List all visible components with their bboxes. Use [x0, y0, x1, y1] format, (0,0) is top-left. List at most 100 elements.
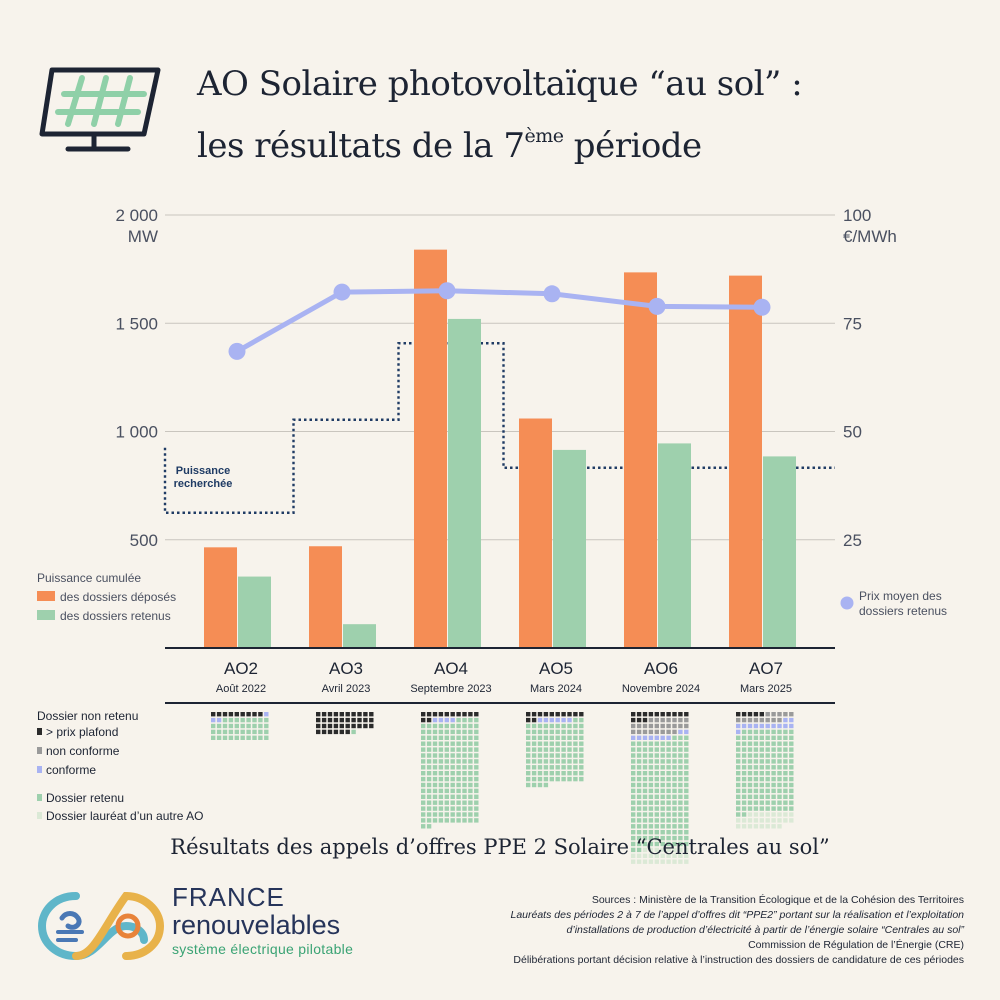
dossier-square-retenu [450, 735, 455, 740]
sought-power-label: recherchée [174, 478, 233, 490]
dossier-square-retenu [631, 765, 636, 770]
dossier-square-retenu [666, 753, 671, 758]
dossier-square-retenu [771, 765, 776, 770]
dossier-square-retenu [526, 782, 531, 788]
dossier-square-conforme [631, 735, 636, 740]
y-axis-unit-left: MW [128, 227, 158, 246]
dossier-square-retenu [526, 753, 531, 758]
dossier-square-autre_ao [660, 859, 665, 864]
dossier-square-retenu [747, 794, 753, 799]
dossier-square-retenu [642, 747, 648, 752]
dossier-square-non_conforme [684, 723, 689, 729]
dossier-square-retenu [567, 723, 572, 729]
dossier-square-autre_ao [631, 859, 636, 864]
dossier-square-retenu [654, 741, 659, 746]
lower-legend-swatch [37, 794, 42, 801]
dossier-square-retenu [549, 771, 554, 776]
dossier-square-retenu [567, 771, 572, 776]
dossier-square-retenu [771, 794, 776, 799]
dossier-square-autre_ao [759, 812, 764, 817]
dossier-square-retenu [456, 759, 461, 764]
dossier-square-retenu [648, 759, 654, 764]
dossier-square-retenu [678, 812, 683, 817]
dossier-square-retenu [654, 759, 659, 764]
dossier-square-non_conforme [771, 717, 776, 723]
dossier-square-retenu [636, 806, 642, 811]
dossier-square-retenu [421, 723, 426, 729]
dossier-square-conforme [654, 735, 659, 740]
dossier-square-retenu [474, 794, 479, 799]
dossier-square-retenu [741, 765, 747, 770]
dossier-square-retenu [678, 835, 683, 841]
dossier-square-prix_plafond [573, 712, 578, 717]
dossier-square-retenu [531, 735, 537, 740]
dossier-square-retenu [456, 723, 461, 729]
dossier-square-retenu [631, 841, 636, 847]
dossier-square-retenu [567, 747, 572, 752]
dossier-square-conforme [684, 729, 689, 735]
dossier-square-retenu [642, 841, 648, 847]
dossier-square-prix_plafond [357, 712, 362, 717]
dossier-square-retenu [526, 771, 531, 776]
dossier-square-retenu [555, 723, 560, 729]
dossier-square-autre_ao [642, 853, 648, 858]
dossier-square-retenu [450, 776, 455, 782]
sources-line: d’installations de production d’électric… [566, 924, 964, 936]
dossier-square-retenu [684, 841, 689, 847]
dossier-square-retenu [474, 765, 479, 770]
dossier-square-retenu [736, 776, 741, 782]
dossier-square-non_conforme [759, 717, 764, 723]
dossier-square-retenu [666, 830, 671, 835]
dossier-square-retenu [789, 800, 794, 805]
dossier-square-retenu [421, 818, 426, 823]
dossier-square-retenu [753, 765, 759, 770]
dossier-square-retenu [421, 735, 426, 740]
bar-retenus [553, 449, 586, 648]
dossier-square-retenu [642, 741, 648, 746]
dossier-square-retenu [228, 717, 234, 723]
dossier-square-retenu [771, 782, 776, 788]
dossier-square-retenu [747, 776, 753, 782]
dossier-square-retenu [654, 800, 659, 805]
dossier-square-retenu [432, 776, 438, 782]
dossier-square-retenu [783, 765, 788, 770]
x-tick-date: Septembre 2023 [410, 683, 491, 695]
dossier-square-retenu [567, 735, 572, 740]
dossier-square-retenu [549, 776, 554, 782]
dossier-square-retenu [438, 729, 444, 735]
dossier-square-retenu [753, 741, 759, 746]
dossier-square-retenu [648, 741, 654, 746]
dossier-square-retenu [555, 765, 560, 770]
dossier-square-non_conforme [654, 717, 659, 723]
dossier-square-retenu [777, 782, 782, 788]
dossier-square-retenu [783, 729, 788, 735]
dossier-square-retenu [211, 723, 216, 729]
dossier-square-prix_plafond [567, 712, 572, 717]
dossier-square-retenu [765, 729, 770, 735]
y-tick-label-left: 1 000 [115, 423, 158, 442]
dossier-square-retenu [216, 723, 222, 729]
dossier-square-autre_ao [783, 818, 788, 823]
dossier-square-retenu [783, 788, 788, 794]
dossier-square-retenu [444, 741, 449, 746]
dossier-square-autre_ao [747, 818, 753, 823]
dossier-square-retenu [765, 765, 770, 770]
dossier-square-retenu [660, 741, 665, 746]
dossier-square-retenu [759, 729, 764, 735]
dossier-square-retenu [654, 841, 659, 847]
dossier-square-retenu [741, 806, 747, 811]
dossier-square-retenu [771, 771, 776, 776]
dossier-square-retenu [672, 824, 677, 829]
dossier-square-retenu [684, 806, 689, 811]
dossier-square-retenu [462, 794, 467, 799]
dossier-square-retenu [462, 771, 467, 776]
dossier-square-retenu [579, 723, 584, 729]
dossier-square-autre_ao [666, 853, 671, 858]
dossier-square-retenu [450, 753, 455, 758]
dossier-square-retenu [636, 753, 642, 758]
dossier-square-autre_ao [765, 812, 770, 817]
dossier-square-retenu [450, 765, 455, 770]
dossier-square-prix_plafond [753, 712, 759, 717]
dossier-square-retenu [561, 723, 566, 729]
dossier-square-retenu [736, 812, 741, 817]
